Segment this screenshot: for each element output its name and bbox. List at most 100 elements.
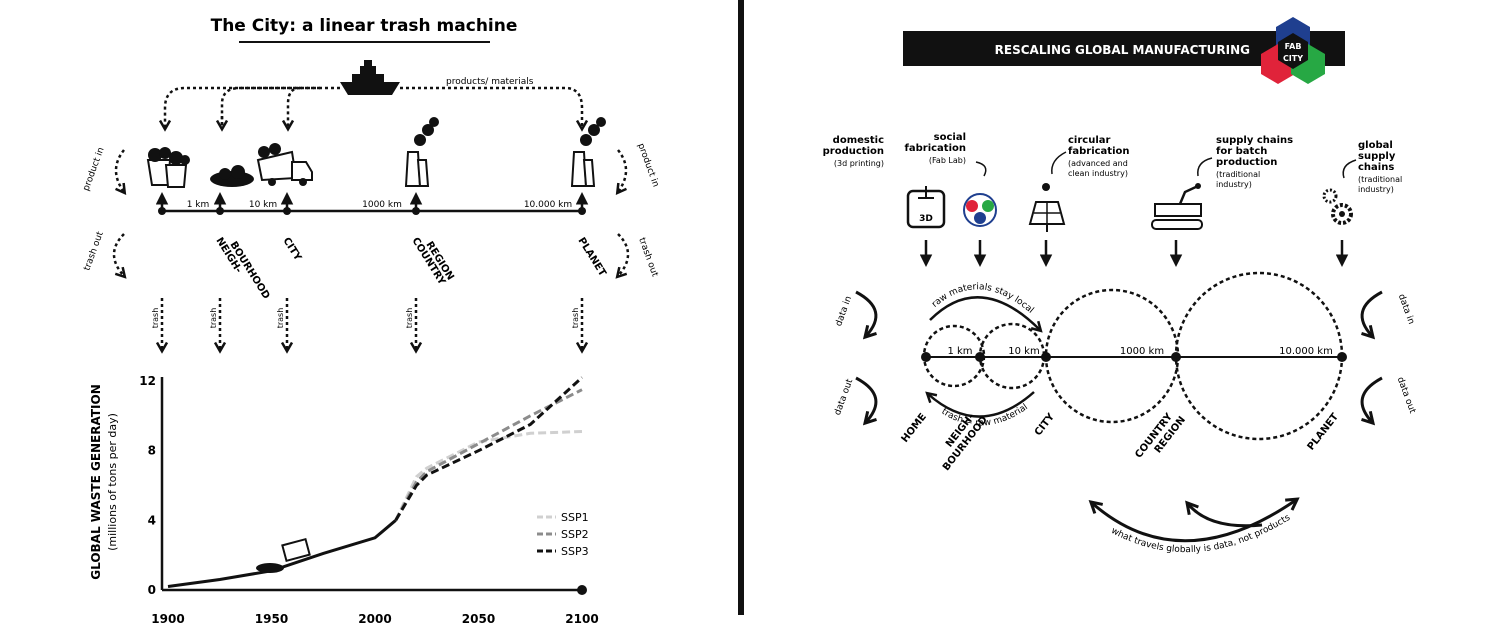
category-title-2: circular: [1068, 135, 1111, 146]
category-title-4: supply: [1358, 151, 1396, 162]
chart-trash-icon: [256, 563, 284, 573]
right-scale-node-3: [1171, 352, 1181, 362]
category-sub-1: (Fab Lab): [929, 156, 966, 165]
trash-pile-icon: [210, 165, 254, 187]
left-scale-label: 10 km: [249, 200, 277, 210]
category-sub-0: (3d printing): [834, 159, 884, 168]
y-axis-sublabel: (millions of tons per day): [106, 413, 119, 551]
ship-icon: [340, 60, 400, 95]
solar-panel-icon: [1028, 183, 1066, 232]
left-node-label-3: PLANET: [575, 236, 607, 279]
category-leader-3: [1342, 159, 1357, 179]
right-node-label-2: CITY: [1033, 411, 1058, 438]
ship-label: products/ materials: [446, 77, 534, 87]
data-in-left: data in: [834, 295, 854, 328]
category-title-0: domestic: [833, 135, 884, 146]
factory-country-icon: [404, 117, 439, 187]
data-out-right: data out: [1395, 376, 1418, 415]
garbage-truck-icon: [256, 143, 313, 186]
global-data-arrows: [1088, 497, 1300, 543]
right-scale-label: 1 km: [947, 346, 972, 357]
category-title-3: for batch: [1216, 146, 1267, 157]
x-axis-end-dot: [577, 585, 587, 595]
trash-out-right: trash out: [636, 236, 659, 278]
raw-materials-label: raw materials stay local: [930, 282, 1035, 315]
left-scale-node-0: [158, 207, 166, 215]
trash-out-left: trash out: [82, 230, 105, 272]
trash-bins-icon: [146, 147, 190, 188]
fab-lab-icon: [963, 193, 997, 227]
left-side-loops: [112, 149, 630, 279]
legend-label-SSP1: SSP1: [561, 511, 589, 524]
legend-label-SSP3: SSP3: [561, 545, 589, 558]
chart-truck-icon: [281, 537, 311, 563]
right-title: RESCALING GLOBAL MANUFACTURING: [995, 43, 1250, 57]
left-node-label-1: CITY: [280, 236, 303, 264]
left-scale-node-1: [216, 207, 224, 215]
left-scale-labels: 1 km 10 km 1000 km 10.000 km: [187, 200, 572, 210]
category-sub-4: industry): [1358, 185, 1394, 194]
waste-chart: 1900 1950 2000 2050 2100 0 4 8 12 GLOBAL WASTE GE…: [89, 374, 599, 626]
category-sub-3: industry): [1216, 180, 1252, 189]
factory-planet-icon: [570, 117, 606, 187]
series-line-SSP3: [394, 376, 584, 522]
data-loops: [855, 290, 1383, 426]
category-title-2: fabrication: [1068, 146, 1130, 157]
y-tick-label: 0: [148, 583, 156, 597]
category-leader-2: [1197, 157, 1213, 177]
series-line-SSP1: [394, 430, 583, 521]
category-title-1: social: [934, 132, 966, 143]
product-in-left: product in: [82, 146, 107, 192]
x-tick-label: 2050: [462, 612, 495, 626]
series-line-SSP2: [394, 388, 583, 522]
legend-label-SSP2: SSP2: [561, 528, 589, 541]
right-node-label-0: HOME: [900, 411, 929, 444]
trash-label-0: trash: [151, 308, 160, 329]
left-scale-label: 1 km: [187, 200, 210, 210]
right-scale-labels: 1 km 10 km 1000 km 10.000 km: [947, 346, 1332, 357]
fab-city-logo: FAB CITY: [1261, 17, 1325, 84]
left-scale-node-3: [412, 207, 420, 215]
y-tick-label: 8: [148, 444, 156, 458]
assembly-line-icon: [1151, 183, 1203, 230]
right-scale-label: 10 km: [1008, 346, 1039, 357]
x-tick-label: 2100: [565, 612, 598, 626]
left-scale-node-4: [578, 207, 586, 215]
trash-drop-arrows: trash trash trash trash trash: [151, 298, 589, 354]
right-scale-label: 1000 km: [1120, 346, 1164, 357]
right-scale-node-1: [975, 352, 985, 362]
gears-icon: [1322, 188, 1353, 225]
right-node-label-4: PLANET: [1306, 411, 1342, 452]
category-title-1: fabrication: [905, 143, 967, 154]
right-scale-node-2: [1041, 352, 1051, 362]
y-tick-label: 12: [139, 374, 156, 388]
right-panel: RESCALING GLOBAL MANUFACTURING FAB CITY …: [823, 17, 1418, 555]
category-title-3: production: [1216, 157, 1277, 168]
left-panel: The City: a linear trash machine product…: [82, 16, 661, 626]
left-scale-label: 1000 km: [362, 200, 402, 210]
product-in-right: product in: [635, 142, 660, 188]
category-sub-3: (traditional: [1216, 170, 1260, 179]
category-leader-1: [1051, 151, 1067, 175]
3d-printer-icon: 3D: [906, 186, 946, 229]
left-title: The City: a linear trash machine: [211, 16, 518, 36]
logo-line1: FAB: [1285, 42, 1302, 51]
panel-divider: [738, 0, 744, 615]
trash-label-2: trash: [276, 308, 285, 329]
logo-line2: CITY: [1283, 54, 1303, 63]
category-sub-2: (advanced and: [1068, 159, 1128, 168]
left-scale-label: 10.000 km: [524, 200, 572, 210]
right-scale-node-4: [1337, 352, 1347, 362]
trash-label-4: trash: [571, 308, 580, 329]
left-scale-ticks: [155, 192, 589, 215]
category-sub-2: clean industry): [1068, 169, 1128, 178]
y-tick-label: 4: [148, 513, 156, 527]
category-title-3: supply chains: [1216, 135, 1293, 146]
x-tick-label: 1900: [151, 612, 184, 626]
distribution-arrows: [158, 86, 589, 132]
right-scale-label: 10.000 km: [1279, 346, 1333, 357]
right-scale-nodes: [921, 352, 1347, 362]
